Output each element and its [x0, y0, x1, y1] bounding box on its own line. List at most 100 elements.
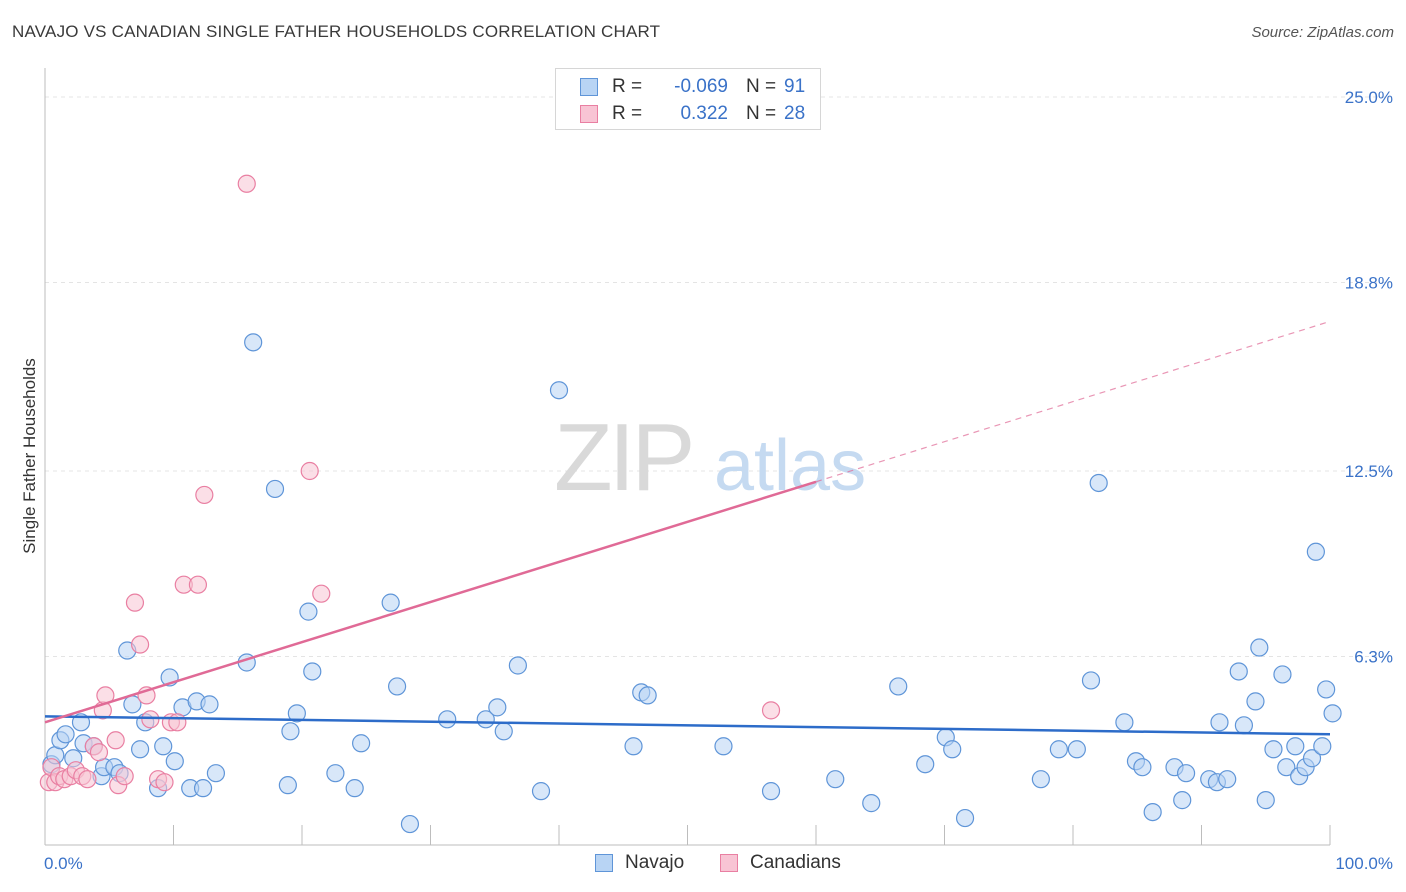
trend-lines — [44, 320, 1331, 736]
navajo-point — [154, 737, 173, 756]
navajo-point — [488, 698, 507, 717]
navajo-point — [130, 740, 150, 759]
navajo-point — [508, 656, 527, 675]
navajo-point — [638, 686, 657, 705]
navajo-point — [761, 782, 781, 801]
navajo-legend-label: Navajo — [625, 852, 685, 873]
legend-r-label: R = — [612, 103, 643, 124]
legend-n-value: 91 — [784, 76, 806, 97]
navajo-point — [714, 737, 733, 756]
canadians-point — [188, 575, 208, 594]
canadians-swatch — [580, 105, 598, 123]
legend-row-navajo: R = -0.069 N = 91 — [580, 74, 805, 100]
navajo-point — [1277, 758, 1296, 777]
navajo-point — [1049, 740, 1068, 759]
legend-n-label: N = — [746, 103, 777, 124]
watermark-zip: ZIP — [554, 404, 691, 511]
navajo-point — [1246, 692, 1265, 711]
navajo-trend-line — [44, 715, 1331, 736]
legend-row-canadians: R = 0.322 N = 28 — [580, 101, 805, 127]
navajo-point — [352, 734, 371, 753]
y-tick-label: 12.5% — [1345, 462, 1393, 481]
navajo-point — [1229, 662, 1248, 681]
navajo-point — [531, 782, 551, 801]
navajo-point — [1273, 665, 1292, 684]
navajo-point — [1306, 542, 1325, 561]
navajo-swatch — [580, 78, 598, 96]
navajo-point — [1264, 740, 1283, 759]
x-tick-label-max: 100.0% — [1335, 854, 1393, 873]
navajo-point — [1115, 713, 1134, 732]
canadians-point — [761, 701, 781, 720]
navajo-point — [1218, 770, 1237, 789]
legend-r-value: -0.069 — [674, 76, 728, 97]
navajo-point — [193, 779, 213, 798]
navajo-point — [299, 602, 318, 621]
navajo-point — [955, 808, 975, 828]
y-tick-labels: 6.3% 12.5% 18.8% 25.0% — [1345, 88, 1393, 667]
navajo-point — [826, 770, 845, 789]
navajo-point — [387, 677, 407, 696]
navajo-point — [1250, 638, 1269, 657]
navajo-point — [278, 776, 297, 795]
canadians-point — [130, 635, 150, 654]
navajo-point — [244, 333, 263, 352]
series-legend: Navajo Canadians — [0, 852, 1406, 876]
navajo-point — [916, 755, 935, 774]
canadians-point — [312, 584, 331, 603]
canadians-trend-extension — [815, 320, 1331, 483]
navajo-point — [345, 779, 364, 798]
canadians-point — [125, 593, 145, 612]
navajo-point — [287, 704, 306, 723]
navajo-point — [265, 479, 285, 499]
y-tick-label: 18.8% — [1345, 274, 1393, 293]
canadians-trend-line — [44, 480, 817, 724]
canadians-point — [155, 773, 174, 792]
navajo-point — [1323, 704, 1342, 723]
y-tick-label: 6.3% — [1354, 648, 1393, 667]
x-tick-label-min: 0.0% — [44, 854, 83, 873]
navajo-point — [165, 752, 184, 771]
canadians-legend-swatch — [720, 854, 738, 872]
navajo-point — [1173, 791, 1192, 810]
navajo-point — [1176, 764, 1196, 783]
legend-n-value: 28 — [784, 103, 806, 124]
navajo-point — [400, 814, 420, 834]
canadians-point — [106, 731, 125, 750]
canadians-point — [300, 461, 319, 481]
navajo-legend-swatch — [595, 854, 613, 872]
chart-title: NAVAJO VS CANADIAN SINGLE FATHER HOUSEHO… — [12, 22, 661, 41]
navajo-point — [200, 695, 219, 714]
navajo-point — [1234, 716, 1254, 735]
legend-r-value: 0.322 — [680, 103, 728, 124]
legend-r-label: R = — [612, 76, 643, 97]
navajo-point — [303, 662, 322, 681]
legend-item-canadians[interactable]: Canadians — [720, 852, 841, 874]
source-label: Source: ZipAtlas.com — [1251, 24, 1394, 41]
navajo-point — [56, 725, 75, 744]
canadians-point — [195, 485, 214, 505]
navajo-point — [624, 737, 643, 756]
y-tick-label: 25.0% — [1345, 88, 1393, 107]
navajo-points — [42, 333, 1342, 834]
canadians-points — [39, 174, 781, 795]
watermark-atlas: atlas — [714, 426, 866, 506]
navajo-point — [1210, 713, 1229, 732]
legend-n-label: N = — [746, 76, 777, 97]
correlation-legend: R = -0.069 N = 91 R = 0.322 N = 28 — [555, 68, 821, 130]
navajo-point — [1143, 802, 1162, 822]
navajo-point — [1067, 740, 1086, 759]
navajo-point — [438, 710, 457, 729]
navajo-point — [326, 764, 345, 783]
navajo-point — [1089, 473, 1108, 493]
navajo-point — [889, 677, 908, 696]
canadians-legend-label: Canadians — [750, 852, 841, 873]
navajo-point — [206, 764, 226, 783]
navajo-point — [1313, 737, 1332, 756]
legend-item-navajo[interactable]: Navajo — [595, 852, 684, 874]
navajo-point — [1286, 737, 1305, 756]
navajo-point — [1317, 680, 1336, 699]
axes — [44, 68, 1331, 846]
navajo-point — [549, 381, 569, 400]
